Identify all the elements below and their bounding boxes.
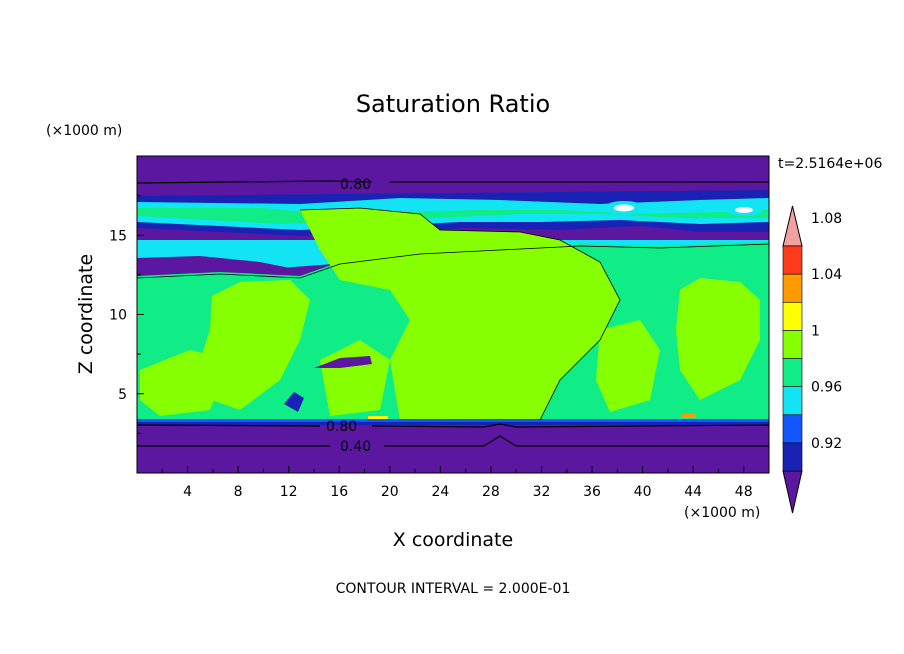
y-axis-title: Z coordinate bbox=[75, 254, 97, 374]
colorbar: 0.92 0.96 1 1.04 1.08 bbox=[782, 205, 842, 514]
x-tick-label: 32 bbox=[533, 484, 551, 500]
colorbar-swatch bbox=[782, 330, 803, 359]
contour-line-lowest bbox=[137, 435, 769, 447]
x-tick-label: 40 bbox=[634, 484, 652, 500]
y-axis: 5 10 15 bbox=[109, 195, 144, 434]
x-tick-label: 4 bbox=[183, 484, 192, 500]
y-tick-label: 15 bbox=[109, 228, 127, 244]
x-tick-label: 48 bbox=[735, 484, 753, 500]
fill-boundary-blue bbox=[137, 419, 769, 422]
fill-lime-center bbox=[300, 208, 620, 420]
fill-lime-left bbox=[200, 280, 310, 410]
contour-line-lower bbox=[137, 423, 769, 428]
contour-field bbox=[137, 156, 769, 473]
fill-lime-east bbox=[596, 320, 660, 412]
x-tick-label: 44 bbox=[684, 484, 702, 500]
x-tick-label: 36 bbox=[583, 484, 601, 500]
fill-dark-blob bbox=[284, 392, 304, 412]
colorbar-swatch bbox=[782, 414, 803, 444]
x-axis-title: X coordinate bbox=[393, 529, 513, 551]
contour-label-lowest: 0.40 bbox=[340, 439, 371, 455]
contour-label-lower: 0.80 bbox=[326, 419, 357, 435]
x-units-label: (×1000 m) bbox=[684, 505, 760, 521]
y-tick-label: 5 bbox=[118, 387, 127, 403]
contour-line-upper bbox=[137, 180, 769, 184]
colorbar-swatch bbox=[782, 358, 803, 387]
contour-line-lime-edge bbox=[299, 207, 621, 421]
fill-purple-blob bbox=[314, 356, 372, 368]
x-tick-label: 24 bbox=[431, 484, 449, 500]
colorbar-swatch bbox=[782, 273, 803, 303]
fill-lime-right bbox=[676, 278, 760, 400]
fill-purple-streak bbox=[137, 256, 300, 276]
x-tick-label: 12 bbox=[280, 484, 298, 500]
fill-boundary-dark bbox=[137, 422, 769, 425]
colorbar-below-triangle bbox=[782, 470, 803, 514]
fill-white-core-1 bbox=[614, 204, 634, 212]
fill-purple-gap-band bbox=[137, 230, 769, 244]
fill-orange-speck bbox=[682, 414, 696, 418]
colorbar-label: 1 bbox=[811, 323, 820, 339]
chart-title: Saturation Ratio bbox=[356, 90, 550, 118]
fill-lime-lowleft bbox=[140, 350, 230, 416]
x-tick-label: 28 bbox=[482, 484, 500, 500]
contour-label-upper: 0.80 bbox=[340, 177, 371, 193]
contour-labels: 0.80 0.80 0.40 bbox=[326, 177, 371, 455]
colorbar-swatch bbox=[782, 245, 803, 275]
y-units-label: (×1000 m) bbox=[46, 123, 122, 139]
fill-upper-green-band bbox=[137, 208, 769, 224]
colorbar-label: 1.04 bbox=[811, 267, 842, 283]
y-tick-label: 10 bbox=[109, 308, 127, 324]
fill-white-core-2 bbox=[735, 207, 753, 213]
colorbar-swatch bbox=[782, 386, 803, 416]
colorbar-swatch bbox=[782, 442, 803, 472]
fill-yellow-speck bbox=[368, 416, 388, 419]
colorbar-swatch bbox=[782, 301, 803, 331]
colorbar-label: 1.08 bbox=[811, 211, 842, 227]
colorbar-above-triangle bbox=[782, 205, 803, 247]
x-tick-label: 16 bbox=[330, 484, 348, 500]
contour-line-green-edge bbox=[137, 243, 769, 279]
contour-interval-note: CONTOUR INTERVAL = 2.000E-01 bbox=[336, 581, 571, 597]
x-tick-label: 8 bbox=[234, 484, 243, 500]
x-tick-label: 20 bbox=[381, 484, 399, 500]
x-axis: 4 8 12 16 20 24 28 32 36 40 44 48 bbox=[161, 466, 753, 500]
time-label: t=2.5164e+06 bbox=[778, 156, 882, 172]
colorbar-label: 0.96 bbox=[811, 380, 842, 396]
colorbar-label: 0.92 bbox=[811, 436, 842, 452]
